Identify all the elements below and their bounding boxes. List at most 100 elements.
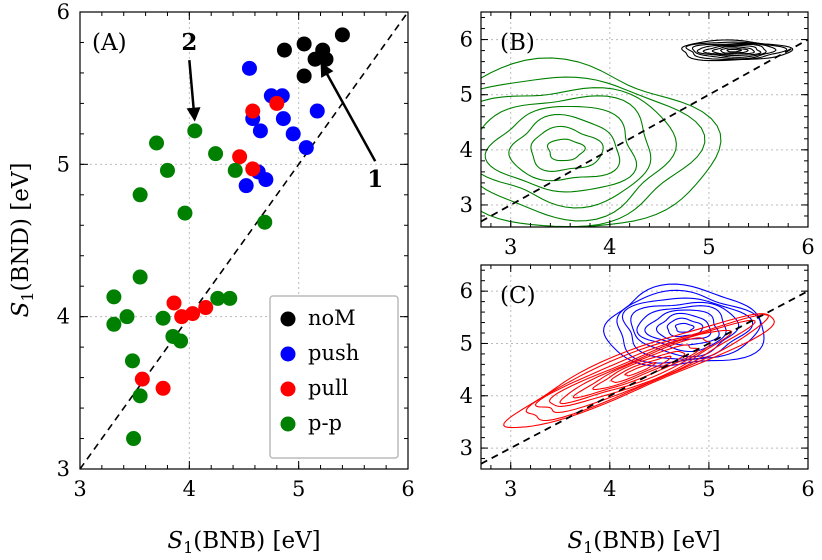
annotation-arrowhead xyxy=(320,62,334,78)
contour-line xyxy=(481,76,706,227)
legend-label: p-p xyxy=(308,411,342,435)
x-tick-label: 4 xyxy=(603,477,616,501)
contours-b xyxy=(481,39,794,227)
point-p-p xyxy=(126,431,142,447)
y-tick-label: 4 xyxy=(460,138,473,162)
point-p-p xyxy=(106,316,122,332)
contour-line xyxy=(592,350,686,391)
x-axis-label-c: S1(BNB) [eV] xyxy=(567,528,720,557)
point-noM xyxy=(334,27,350,43)
x-tick-label: 3 xyxy=(504,477,517,501)
annotation-arrowhead xyxy=(186,107,201,122)
contour-line xyxy=(559,337,711,405)
reference-line-a xyxy=(80,12,408,469)
legend-marker xyxy=(280,416,296,432)
point-p-p xyxy=(208,146,224,162)
y-tick-label: 5 xyxy=(460,83,473,107)
contour-line xyxy=(711,45,755,55)
x-tick-label: 4 xyxy=(603,235,616,259)
contour-line xyxy=(681,39,794,62)
x-tick-label: 3 xyxy=(504,235,517,259)
plot-frame-a xyxy=(79,11,409,470)
contour-line xyxy=(534,319,756,414)
contour-line xyxy=(685,41,788,61)
reference-line xyxy=(80,12,408,469)
contour-line xyxy=(624,361,657,377)
point-p-p xyxy=(257,214,273,230)
contour-line xyxy=(702,45,762,57)
y-tick-label: 4 xyxy=(57,305,70,329)
contours-c xyxy=(503,283,775,429)
legend-box xyxy=(269,295,399,459)
x-tick-label: 5 xyxy=(702,477,715,501)
y-tick-label: 3 xyxy=(460,193,473,217)
contour-line xyxy=(525,314,770,422)
contour-line xyxy=(616,289,762,364)
reference-line-c xyxy=(481,290,808,465)
point-p-p xyxy=(177,205,193,221)
contour-line xyxy=(720,47,749,54)
y-tick-label: 3 xyxy=(57,457,70,481)
contour-line xyxy=(530,125,604,172)
legend-label: push xyxy=(308,341,359,365)
legend-label: noM xyxy=(308,306,356,330)
contour-line xyxy=(481,57,722,227)
point-noM xyxy=(296,68,312,84)
point-noM xyxy=(276,42,292,58)
y-tick-label: 3 xyxy=(460,436,473,460)
contour-line xyxy=(610,355,672,383)
x-tick-label: 4 xyxy=(183,477,196,501)
y-tick-label: 6 xyxy=(460,279,473,303)
contour-line xyxy=(572,344,700,399)
legend-label: pull xyxy=(308,376,349,400)
point-pull xyxy=(185,306,201,322)
y-tick-label: 6 xyxy=(57,0,70,24)
contour-line xyxy=(484,105,638,193)
contour-line xyxy=(655,312,712,341)
point-pull xyxy=(232,149,248,165)
point-pull xyxy=(134,371,150,387)
point-p-p xyxy=(222,290,238,306)
contour-line xyxy=(481,95,652,209)
x-tick-label: 6 xyxy=(801,477,814,501)
point-p-p xyxy=(155,310,171,326)
contour-line xyxy=(603,283,765,367)
point-pull xyxy=(269,95,285,111)
point-p-p xyxy=(119,309,135,325)
point-p-p xyxy=(227,162,243,178)
point-p-p xyxy=(132,187,148,203)
x-tick-label: 3 xyxy=(73,477,86,501)
y-tick-label: 5 xyxy=(460,331,473,355)
point-p-p xyxy=(210,290,226,306)
contour-line xyxy=(503,313,775,429)
point-p-p xyxy=(124,353,140,369)
legend: noM push pull p-p xyxy=(269,295,399,459)
y-axis-label: S1(BND) [eV] xyxy=(8,163,37,318)
y-tick-label: 6 xyxy=(460,28,473,52)
contour-line xyxy=(630,301,740,358)
annotation-arrow xyxy=(321,65,377,162)
x-axis-label-a: S1(BNB) [eV] xyxy=(167,528,320,557)
point-push xyxy=(275,111,291,127)
reference-line xyxy=(481,38,808,223)
point-p-p xyxy=(132,269,148,285)
point-noM xyxy=(296,36,312,52)
point-pull xyxy=(245,161,261,177)
legend-marker xyxy=(280,311,296,327)
panel-label-b: (B) xyxy=(500,30,535,56)
point-p-p xyxy=(159,162,175,178)
point-p-p xyxy=(132,388,148,404)
contour-line xyxy=(666,317,704,338)
annotation-label: 1 xyxy=(367,166,383,193)
annotation-label: 2 xyxy=(181,29,197,56)
annotations-a: 12 xyxy=(181,29,383,193)
ticks-a: 3 4 5 6 3 4 5 6 xyxy=(57,0,415,501)
point-push xyxy=(238,178,254,194)
contour-line xyxy=(644,309,720,346)
contour-line xyxy=(696,43,767,58)
point-push xyxy=(252,123,268,139)
reference-line-b xyxy=(481,38,808,223)
point-p-p xyxy=(149,135,165,151)
contour-line xyxy=(508,113,621,182)
